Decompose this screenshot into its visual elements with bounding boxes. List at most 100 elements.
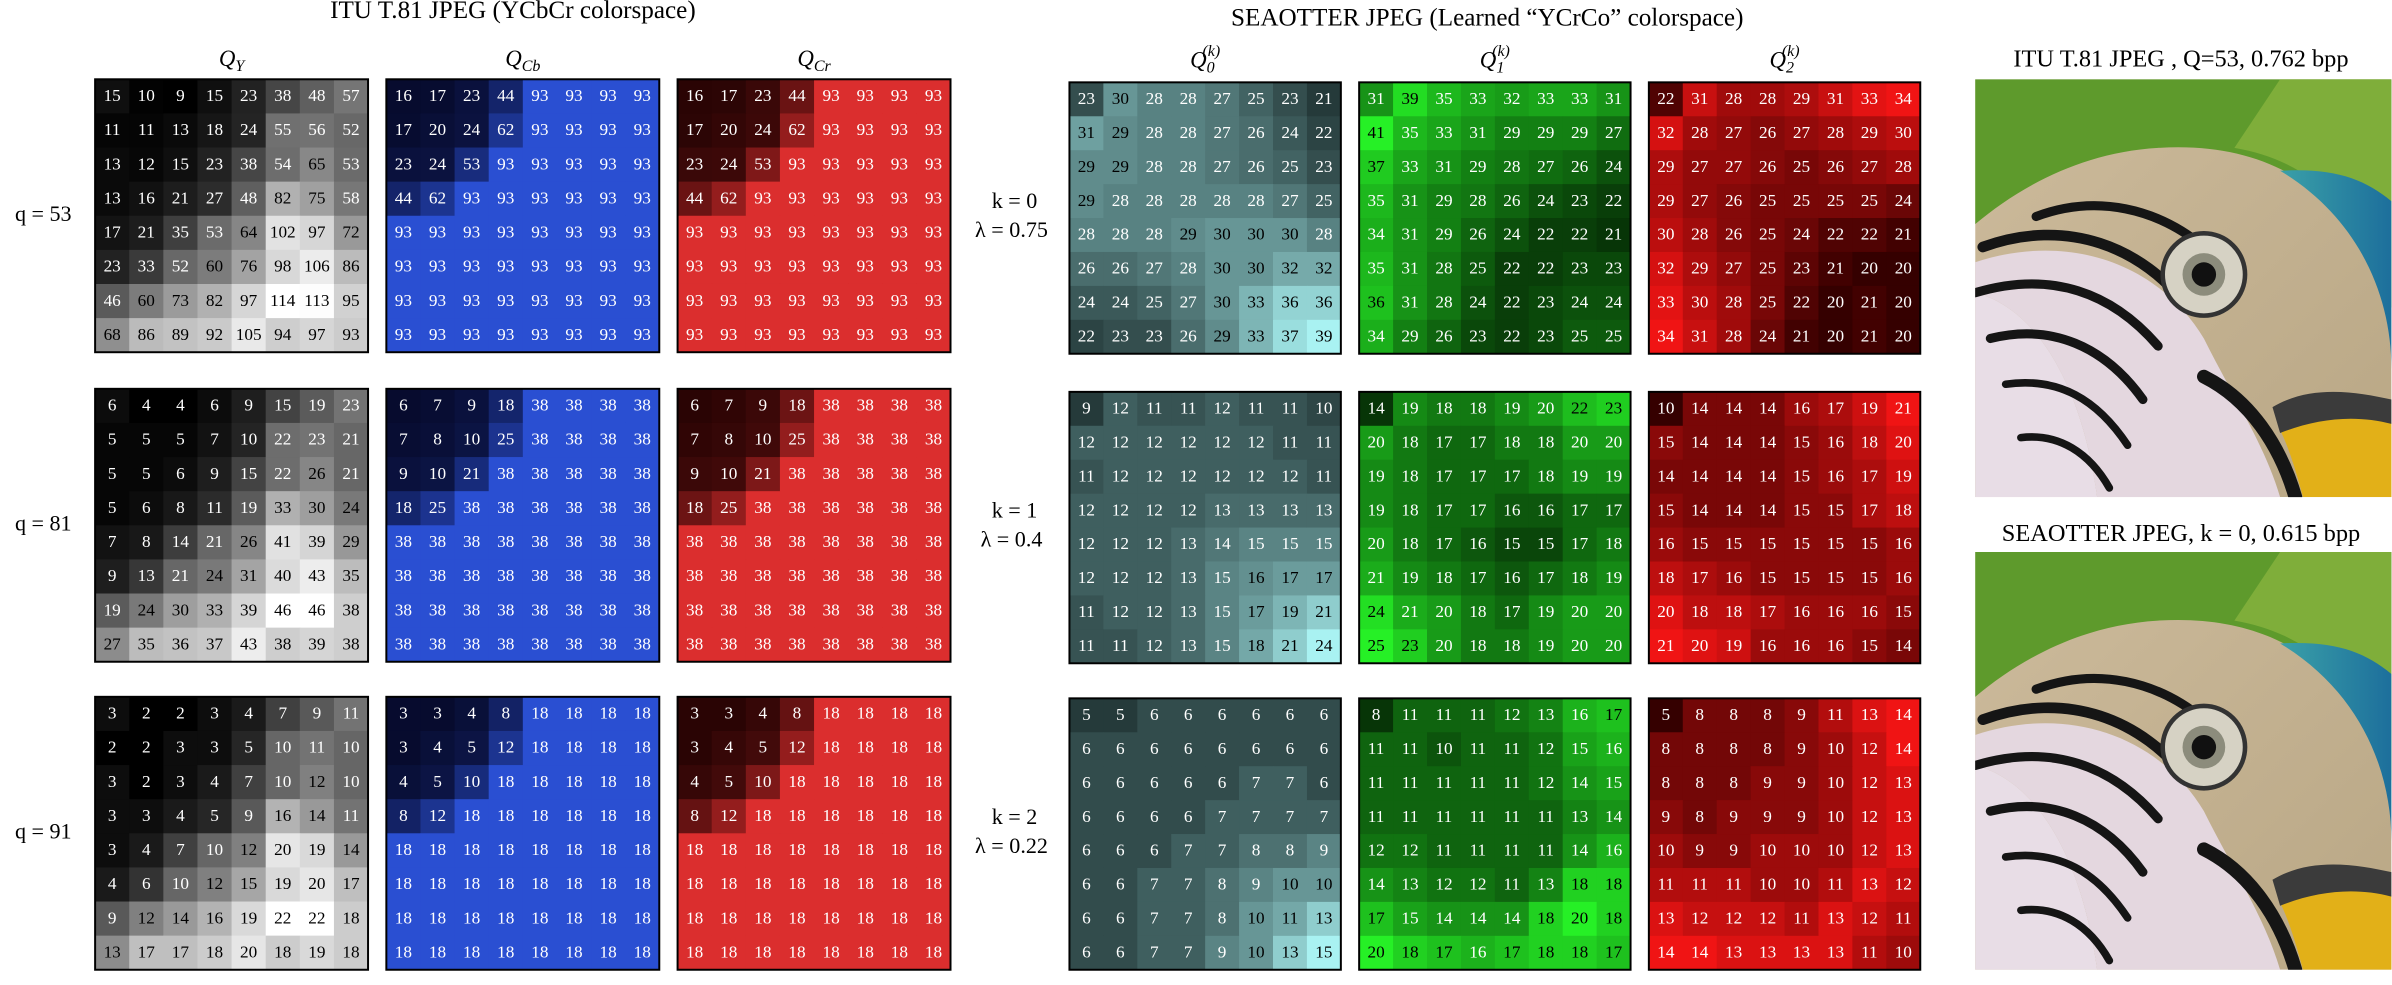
matrix-cell xyxy=(1359,527,1394,562)
matrix-cell xyxy=(265,181,301,217)
matrix-cell xyxy=(1069,82,1104,117)
matrix-cell xyxy=(1648,867,1684,903)
cell-value: 19 xyxy=(104,600,121,619)
cell-value: 38 xyxy=(531,532,548,551)
cell-value: 23 xyxy=(1112,326,1129,345)
matrix-cell xyxy=(1886,184,1921,219)
matrix-cell xyxy=(1784,732,1819,767)
matrix-cell xyxy=(95,559,130,594)
cell-value: 8 xyxy=(1763,739,1772,758)
cell-value: 38 xyxy=(925,396,942,415)
cell-value: 93 xyxy=(599,223,616,242)
matrix-cell xyxy=(1273,391,1308,427)
cell-value: 93 xyxy=(463,188,480,207)
cell-value: 39 xyxy=(308,634,325,653)
matrix-cell xyxy=(1273,218,1308,253)
cell-value: 25 xyxy=(1759,225,1776,244)
matrix-cell xyxy=(488,799,524,834)
matrix-cell xyxy=(129,765,164,800)
matrix-cell xyxy=(1596,561,1632,596)
matrix-cell xyxy=(1528,251,1564,287)
matrix-cell xyxy=(1818,319,1853,355)
cell-value: 24 xyxy=(1759,326,1777,345)
header-base: Q xyxy=(219,46,236,71)
cell-value: 11 xyxy=(1402,739,1419,758)
matrix-cell xyxy=(1784,459,1819,495)
matrix-cell xyxy=(1596,150,1632,185)
matrix-cell xyxy=(1393,766,1428,801)
matrix-cell xyxy=(591,867,626,902)
cell-value: 13 xyxy=(1861,705,1878,724)
cell-value: 113 xyxy=(304,291,329,310)
cell-value: 11 xyxy=(1691,875,1708,894)
cell-value: 15 xyxy=(240,464,257,483)
cell-value: 33 xyxy=(1247,326,1264,345)
cell-value: 38 xyxy=(395,634,412,653)
matrix-cell xyxy=(163,525,198,560)
matrix-cell xyxy=(882,283,917,319)
cell-value: 21 xyxy=(172,566,189,585)
cell-value: 6 xyxy=(108,396,117,415)
cell-value: 40 xyxy=(274,566,291,585)
matrix-cell xyxy=(591,765,626,800)
matrix-cell xyxy=(1852,319,1887,355)
matrix-cell xyxy=(1528,935,1564,971)
cell-value: 17 xyxy=(1691,568,1709,587)
matrix-cell xyxy=(916,181,951,217)
cell-value: 93 xyxy=(634,257,651,276)
cell-value: 4 xyxy=(399,772,408,791)
cell-value: 31 xyxy=(1691,89,1708,108)
matrix-cell xyxy=(265,283,301,319)
matrix-cell xyxy=(1393,251,1428,287)
quant-matrix: 3 3 4 8 18 18 18 183 4 5 12 18 18 18 184 5 10 18 18 18 18 188… xyxy=(385,695,661,971)
matrix-cell xyxy=(677,457,713,492)
matrix-cell xyxy=(711,318,747,353)
matrix-cell xyxy=(1596,251,1632,287)
matrix-cell xyxy=(197,283,233,319)
matrix-cell xyxy=(1359,698,1394,733)
cell-value: 15 xyxy=(1214,568,1231,587)
matrix-cell xyxy=(745,935,781,971)
matrix-cell xyxy=(129,147,164,183)
matrix-cell xyxy=(745,422,781,458)
matrix-cell xyxy=(1494,834,1530,869)
matrix-cell xyxy=(1427,867,1462,903)
cell-value: 14 xyxy=(1895,636,1913,655)
matrix-cell xyxy=(779,79,815,114)
cell-value: 38 xyxy=(395,566,412,585)
matrix-cell xyxy=(1460,285,1496,321)
cell-value: 28 xyxy=(1078,225,1095,244)
matrix-cell xyxy=(779,388,815,424)
matrix-cell xyxy=(1818,493,1853,529)
cell-value: 38 xyxy=(531,600,548,619)
matrix-cell xyxy=(1460,116,1496,151)
matrix-cell xyxy=(265,559,301,594)
cell-value: 21 xyxy=(342,430,359,449)
cell-value: 21 xyxy=(342,464,359,483)
row-label: q = 91 xyxy=(15,818,72,843)
matrix-cell xyxy=(454,935,490,971)
matrix-cell xyxy=(1648,766,1684,801)
cell-value: 16 xyxy=(1827,636,1845,655)
matrix-cell xyxy=(848,593,883,629)
cell-value: 4 xyxy=(759,704,768,723)
matrix-cell xyxy=(1103,218,1138,253)
matrix-cell xyxy=(1427,766,1462,801)
cell-value: 22 xyxy=(274,908,291,927)
matrix-cell xyxy=(1750,184,1786,219)
matrix-cell xyxy=(916,901,951,937)
matrix-cell xyxy=(1205,901,1240,937)
cell-value: 13 xyxy=(1725,943,1742,962)
matrix-cell xyxy=(1069,150,1104,185)
matrix-cell xyxy=(1682,935,1718,971)
matrix-cell xyxy=(1528,82,1564,117)
matrix-cell xyxy=(1562,935,1598,971)
cell-value: 13 xyxy=(1180,602,1197,621)
matrix-cell xyxy=(197,765,233,800)
cell-value: 93 xyxy=(857,257,874,276)
cell-value: 14 xyxy=(1435,909,1453,928)
matrix-cell xyxy=(591,525,626,560)
cell-value: 27 xyxy=(1725,123,1743,142)
cell-value: 93 xyxy=(891,154,908,173)
matrix-cell xyxy=(711,181,747,217)
